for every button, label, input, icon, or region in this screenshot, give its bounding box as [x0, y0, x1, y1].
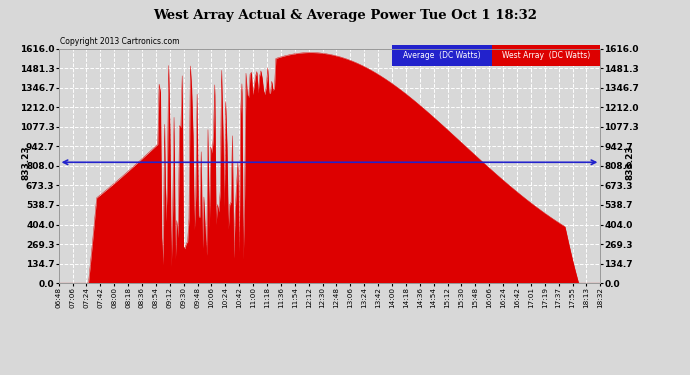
Text: West Array  (DC Watts): West Array (DC Watts) — [502, 51, 590, 60]
Text: Average  (DC Watts): Average (DC Watts) — [403, 51, 481, 60]
FancyBboxPatch shape — [492, 45, 600, 66]
Text: 833.23: 833.23 — [626, 145, 635, 180]
Text: 833.23: 833.23 — [21, 145, 30, 180]
FancyBboxPatch shape — [392, 45, 492, 66]
Text: Copyright 2013 Cartronics.com: Copyright 2013 Cartronics.com — [60, 38, 179, 46]
Text: West Array Actual & Average Power Tue Oct 1 18:32: West Array Actual & Average Power Tue Oc… — [153, 9, 537, 22]
